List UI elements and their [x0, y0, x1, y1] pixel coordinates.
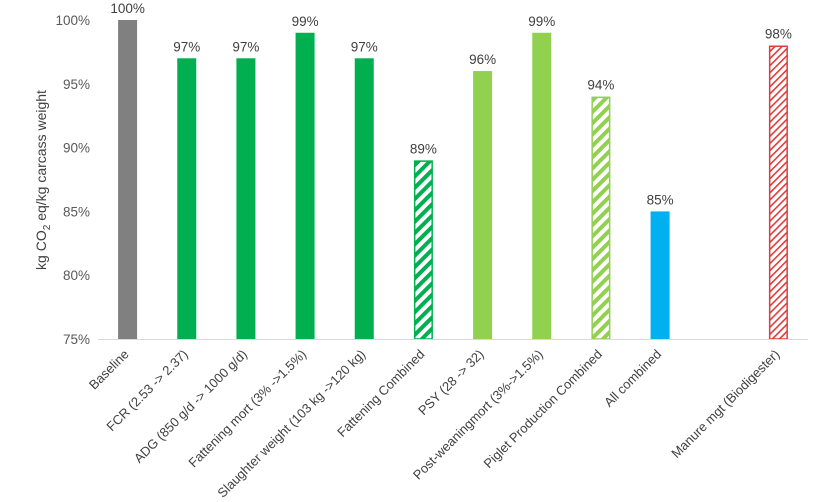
data-label: 100%: [110, 1, 145, 16]
category-label: Fattening mort (3% ->1.5%): [185, 347, 309, 471]
data-label: 97%: [232, 39, 259, 54]
data-label: 96%: [469, 52, 496, 67]
y-axis-title-sub: 2: [42, 224, 53, 230]
y-tick-label: 95%: [63, 77, 90, 92]
y-tick-label: 80%: [63, 268, 90, 283]
data-label: 94%: [587, 78, 614, 93]
y-tick-label: 85%: [63, 204, 90, 219]
bar: [650, 211, 670, 339]
category-label: Manure mgt (Biodigester): [668, 347, 782, 461]
bar: [591, 96, 611, 340]
data-label: 99%: [528, 14, 555, 29]
data-label: 98%: [765, 27, 792, 42]
data-label: 99%: [292, 14, 319, 29]
category-label: ADG (850 g/d -> 1000 g/d): [131, 347, 250, 466]
bars: [118, 20, 788, 340]
data-label: 89%: [410, 141, 437, 156]
bar: [236, 58, 256, 339]
data-label: 85%: [647, 192, 674, 207]
y-axis-ticks: 75% 80% 85% 90% 95% 100%: [55, 13, 90, 347]
data-label: 97%: [173, 39, 200, 54]
y-tick-label: 75%: [63, 332, 90, 347]
y-tick-label: 90%: [63, 141, 90, 156]
y-axis-title-post: eq/kg carcass weight: [33, 90, 49, 225]
data-labels: 100% 97% 97% 99% 97% 89% 96% 99% 94% 85% 98%: [110, 1, 792, 207]
bar: [532, 32, 552, 339]
y-axis-title: kg CO2 eq/kg carcass weight: [33, 90, 53, 270]
data-label: 97%: [351, 39, 378, 54]
bar: [413, 160, 433, 340]
category-label: Baseline: [86, 347, 132, 393]
y-tick-label: 100%: [55, 13, 90, 28]
bar: [768, 45, 788, 340]
category-label: Piglet Production Combined: [480, 347, 605, 472]
bar: [473, 71, 493, 339]
bar: [177, 58, 197, 339]
bar: [354, 58, 374, 339]
y-axis-title-pre: kg CO: [33, 230, 49, 270]
bar: [295, 32, 315, 339]
category-label: All combined: [601, 347, 664, 410]
bar: [118, 20, 138, 339]
